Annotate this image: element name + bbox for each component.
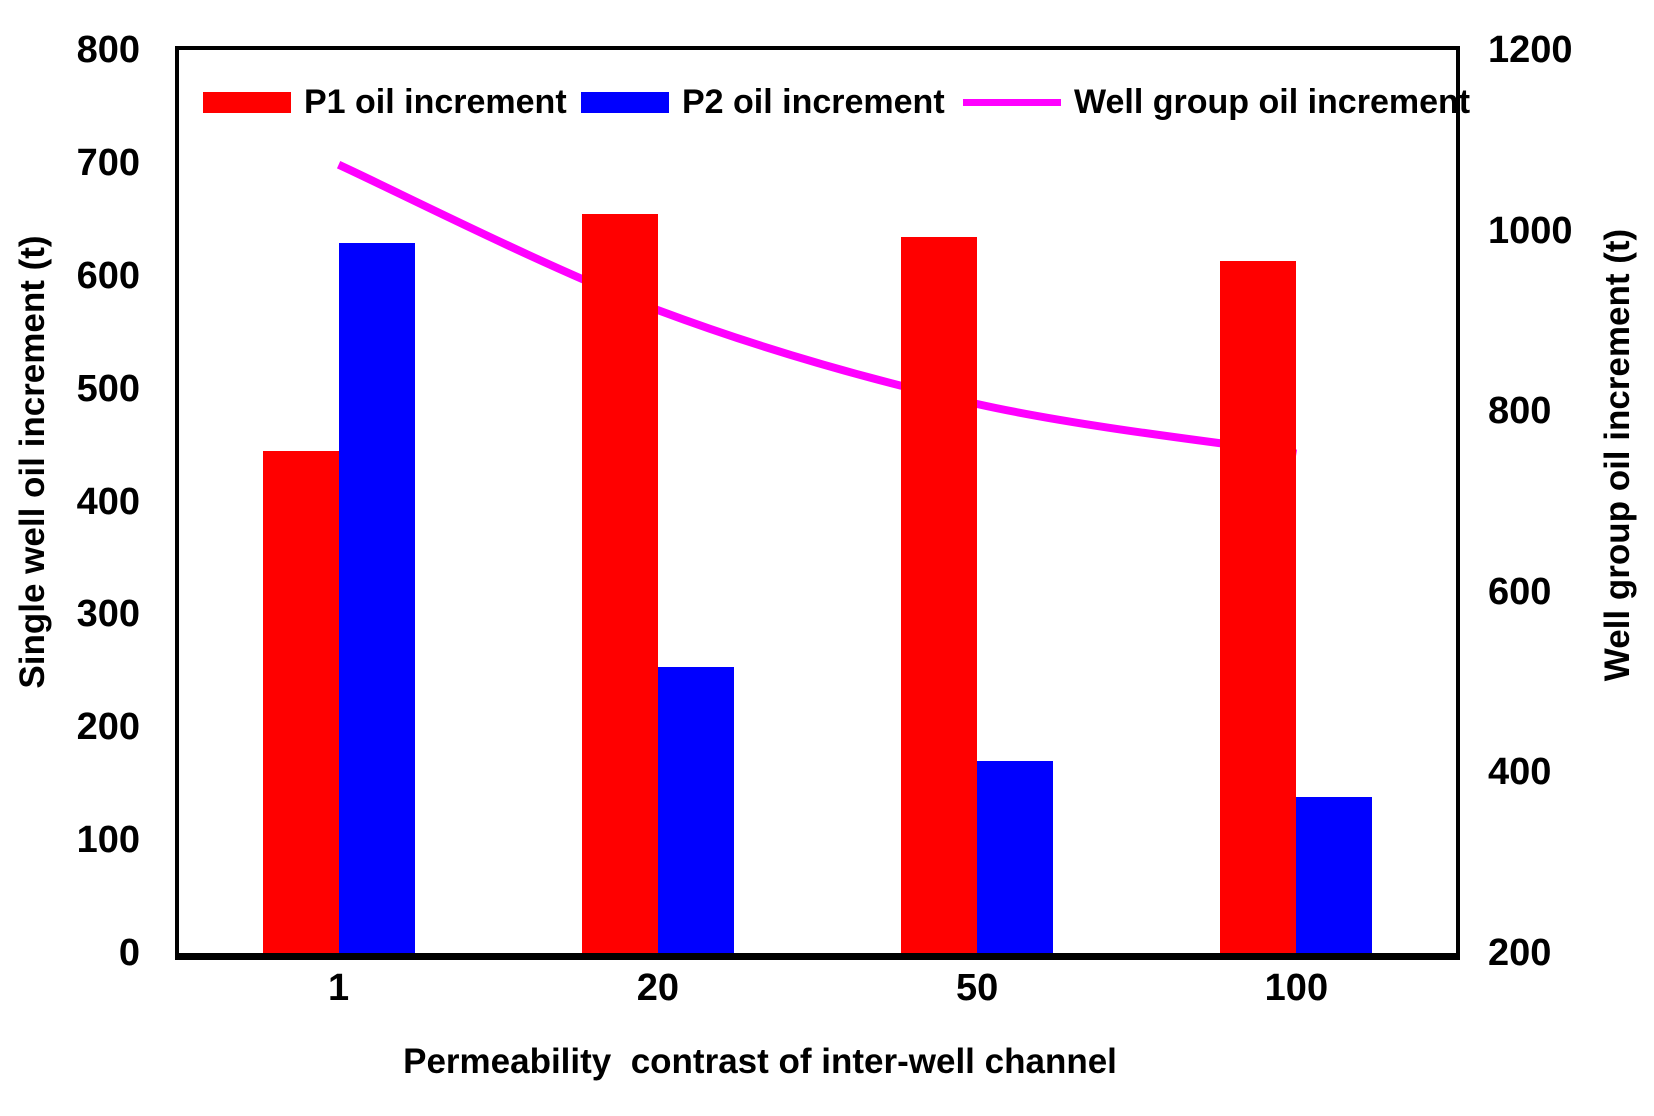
line-series-svg (336, 161, 1298, 458)
bar-p1-cat1 (262, 450, 339, 953)
x-tick-label-100: 100 (1264, 967, 1329, 1009)
left-tick-label-100: 100 (76, 819, 140, 862)
left-tick-label-800: 800 (76, 29, 140, 71)
legend-bar-swatch (581, 91, 669, 113)
left-tick-label-600: 600 (76, 254, 140, 297)
right-tick-label-400: 400 (1488, 751, 1552, 794)
bar-p2-cat100 (1296, 797, 1373, 953)
legend-label: Well group oil increment (1074, 83, 1471, 121)
bar-p1-cat50 (901, 237, 978, 953)
right-tick-label-1200: 1200 (1488, 29, 1573, 71)
well-group-line (336, 161, 1298, 458)
left-tick-label-400: 400 (76, 480, 140, 523)
legend-bar-swatch (203, 91, 291, 113)
left-axis-title: Single well oil increment (t) (13, 235, 52, 689)
bar-p1-cat100 (1220, 261, 1297, 953)
x-axis-title: Permeability contrast of inter-well chan… (403, 1042, 1117, 1081)
left-tick-label-200: 200 (76, 706, 140, 749)
legend-line-swatch (963, 98, 1061, 106)
legend-label: P1 oil increment (304, 83, 567, 121)
x-tick-label-1: 1 (328, 967, 350, 1009)
bar-p2-cat50 (977, 761, 1054, 953)
legend-item-1: P1 oil increment (203, 80, 567, 124)
left-tick-label-300: 300 (76, 593, 140, 636)
left-tick-label-0: 0 (118, 932, 140, 974)
legend-item-3: Well group oil increment (963, 80, 1470, 124)
left-tick-label-700: 700 (76, 141, 140, 184)
left-tick-label-500: 500 (76, 367, 140, 410)
x-tick-label-20: 20 (636, 967, 680, 1009)
x-tick-label-50: 50 (955, 967, 999, 1009)
legend-item-2: P2 oil increment (581, 80, 945, 124)
right-tick-label-600: 600 (1488, 570, 1552, 613)
right-axis-title: Well group oil increment (t) (1598, 228, 1637, 682)
plot-area (175, 46, 1460, 960)
right-tick-label-800: 800 (1488, 390, 1552, 433)
right-tick-label-1000: 1000 (1488, 209, 1573, 252)
legend-label: P2 oil increment (682, 83, 945, 121)
right-tick-label-200: 200 (1488, 932, 1552, 974)
bar-p2-cat20 (657, 667, 734, 953)
bar-p1-cat20 (581, 213, 658, 953)
bar-p2-cat1 (338, 243, 415, 953)
